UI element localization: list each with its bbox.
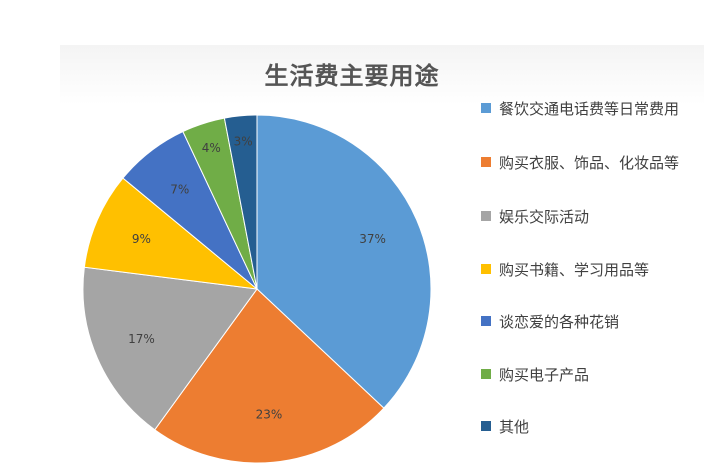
legend-item: 其他 <box>481 416 701 438</box>
legend-item: 娱乐交际活动 <box>481 206 701 228</box>
legend-label: 购买衣服、饰品、化妆品等 <box>499 154 680 172</box>
legend-label: 购买电子产品 <box>499 366 590 384</box>
slice-data-label: 4% <box>202 141 221 155</box>
legend-label: 餐饮交通电话费等日常费用 <box>499 100 680 118</box>
pie-slice <box>82 266 258 431</box>
legend-swatch <box>481 264 491 274</box>
legend-label: 谈恋爱的各种花销 <box>499 313 620 331</box>
pie-slice <box>83 177 259 290</box>
legend-swatch <box>481 211 491 221</box>
legend-label: 购买书籍、学习用品等 <box>499 261 650 279</box>
slice-data-label: 3% <box>234 135 253 149</box>
slice-data-label: 17% <box>128 332 155 346</box>
pie-slice <box>223 114 258 290</box>
slice-data-label: 7% <box>170 182 189 196</box>
legend-swatch <box>481 369 491 379</box>
legend-item: 购买衣服、饰品、化妆品等 <box>481 152 701 174</box>
slice-data-label: 23% <box>256 407 283 421</box>
slice-data-label: 37% <box>359 232 386 246</box>
legend-item: 餐饮交通电话费等日常费用 <box>481 98 701 120</box>
legend-swatch <box>481 157 491 167</box>
slice-data-label: 9% <box>132 232 151 246</box>
chart-title: 生活费主要用途 <box>264 62 440 90</box>
legend-label: 娱乐交际活动 <box>499 208 590 226</box>
pie-slice <box>154 288 385 464</box>
legend-swatch <box>481 103 491 113</box>
legend-label: 其他 <box>499 418 530 436</box>
legend-item: 谈恋爱的各种花销 <box>481 311 701 333</box>
legend-item: 购买书籍、学习用品等 <box>481 259 701 281</box>
legend-swatch <box>481 316 491 326</box>
legend-swatch <box>481 421 491 431</box>
pie-slice <box>256 114 432 409</box>
legend-item: 购买电子产品 <box>481 364 701 386</box>
